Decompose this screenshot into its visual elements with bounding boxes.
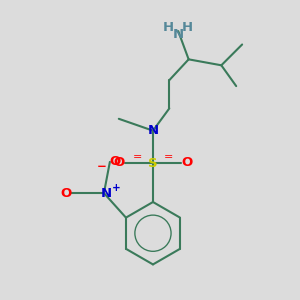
Text: H: H (163, 21, 174, 34)
Text: H: H (182, 21, 193, 34)
Text: =: = (164, 152, 173, 162)
Text: N: N (101, 187, 112, 200)
Text: O: O (181, 156, 192, 169)
Text: O: O (60, 187, 71, 200)
Text: =: = (133, 152, 142, 162)
Text: O: O (110, 155, 121, 168)
Text: S: S (148, 157, 158, 170)
Text: N: N (147, 124, 158, 137)
Text: −: − (97, 160, 106, 173)
Text: +: + (112, 183, 121, 193)
Text: O: O (114, 156, 125, 169)
Text: N: N (173, 28, 184, 40)
